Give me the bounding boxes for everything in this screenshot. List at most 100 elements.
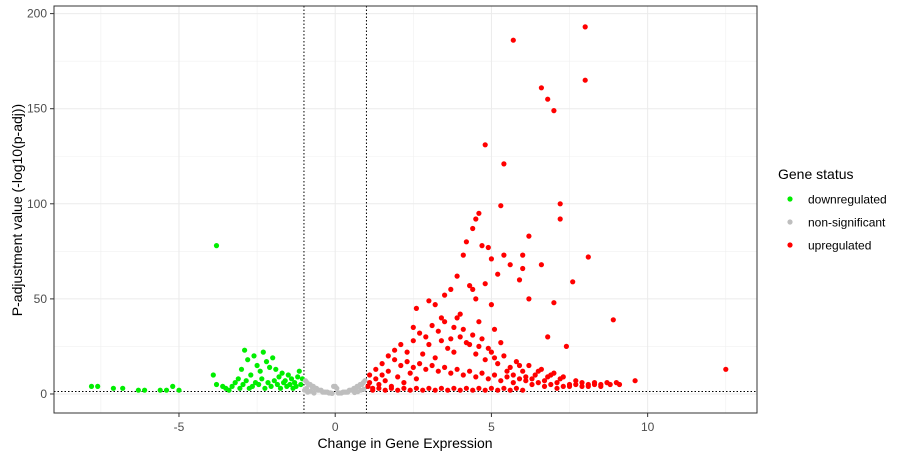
data-point: [438, 338, 444, 344]
data-point: [296, 368, 302, 374]
data-point: [479, 370, 485, 376]
data-point: [120, 385, 126, 391]
data-point: [557, 216, 563, 222]
data-point: [551, 300, 557, 306]
data-point: [367, 372, 373, 378]
data-point: [276, 374, 282, 380]
data-point: [548, 381, 554, 388]
data-point: [454, 273, 460, 279]
data-point: [370, 387, 376, 393]
data-point: [243, 378, 249, 384]
data-point: [507, 387, 513, 393]
data-point: [582, 77, 588, 83]
data-point: [410, 338, 416, 344]
data-point: [482, 281, 488, 287]
data-point: [365, 383, 371, 389]
data-point: [267, 364, 273, 370]
data-point: [271, 378, 277, 384]
data-point: [520, 265, 526, 272]
data-point: [260, 349, 266, 355]
data-point: [457, 387, 463, 393]
data-point: [423, 334, 429, 340]
data-point: [274, 381, 280, 388]
data-point: [507, 364, 513, 370]
data-point: [482, 142, 488, 148]
data-point: [563, 343, 570, 349]
data-point: [273, 366, 279, 372]
data-point: [382, 387, 388, 393]
data-point: [510, 380, 516, 386]
data-point: [479, 243, 485, 249]
data-point: [407, 370, 413, 376]
data-point: [385, 368, 391, 374]
plot-border: [53, 5, 758, 414]
x-tick-label: -5: [174, 420, 185, 434]
data-point: [510, 372, 516, 378]
data-point: [538, 85, 545, 91]
data-point: [498, 340, 504, 346]
data-point: [176, 387, 182, 393]
data-point: [268, 383, 274, 389]
data-point: [248, 372, 254, 378]
data-point: [495, 387, 501, 393]
data-point: [295, 374, 301, 380]
data-point: [467, 368, 473, 374]
data-point: [410, 364, 416, 370]
data-point: [454, 366, 460, 372]
data-point: [585, 383, 591, 389]
data-point: [445, 387, 451, 393]
data-point: [420, 351, 426, 357]
data-point: [232, 380, 238, 386]
data-point: [288, 376, 295, 382]
data-point: [388, 385, 394, 391]
data-point: [438, 315, 444, 321]
data-point: [448, 336, 454, 342]
data-point: [566, 381, 573, 388]
data-point: [135, 387, 141, 393]
data-point: [279, 370, 285, 376]
data-point: [379, 361, 385, 367]
data-point: [470, 225, 476, 232]
y-tick-label: 200: [27, 7, 47, 21]
x-axis-ticks: -5 0 5 10: [174, 413, 655, 434]
data-point: [488, 256, 494, 262]
data-point: [501, 353, 507, 359]
y-axis-title: P-adjustment value (-log10(p-adj)): [9, 104, 25, 316]
data-point: [504, 374, 510, 380]
data-point: [585, 254, 591, 260]
data-point: [610, 317, 616, 323]
data-point: [520, 387, 526, 393]
data-point: [485, 376, 491, 382]
data-point: [420, 387, 426, 393]
data-point: [510, 37, 516, 43]
data-point: [479, 336, 485, 342]
data-point: [523, 378, 529, 384]
y-tick-label: 50: [34, 292, 48, 306]
y-tick-label: 150: [27, 102, 47, 116]
data-point: [476, 210, 482, 216]
legend-key-downregulated: [787, 196, 793, 202]
data-point: [435, 328, 441, 334]
data-point: [373, 366, 379, 372]
data-point: [435, 368, 441, 374]
data-point: [551, 108, 557, 114]
data-point: [210, 372, 216, 378]
data-point: [432, 302, 438, 308]
data-point: [516, 376, 523, 382]
data-point: [263, 359, 270, 365]
data-point: [529, 381, 535, 388]
threshold-lines: [54, 6, 757, 413]
data-point: [485, 244, 491, 251]
x-tick-label: 0: [332, 420, 339, 434]
grid-lines: [54, 6, 757, 413]
data-point: [529, 376, 535, 382]
data-point: [401, 385, 407, 391]
data-point: [470, 332, 476, 338]
data-point: [242, 347, 248, 353]
data-point: [498, 378, 504, 384]
data-point: [526, 362, 532, 369]
data-point: [476, 385, 482, 391]
data-point: [548, 372, 554, 378]
data-point: [259, 376, 265, 382]
